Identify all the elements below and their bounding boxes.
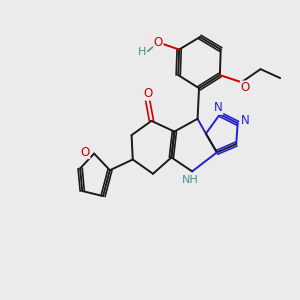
Text: O: O bbox=[154, 36, 163, 49]
Text: H: H bbox=[138, 47, 146, 57]
Text: N: N bbox=[214, 101, 223, 114]
Text: O: O bbox=[81, 146, 90, 159]
Text: N: N bbox=[241, 114, 250, 128]
Text: NH: NH bbox=[182, 175, 199, 185]
Text: O: O bbox=[241, 81, 250, 94]
Text: O: O bbox=[143, 87, 152, 100]
